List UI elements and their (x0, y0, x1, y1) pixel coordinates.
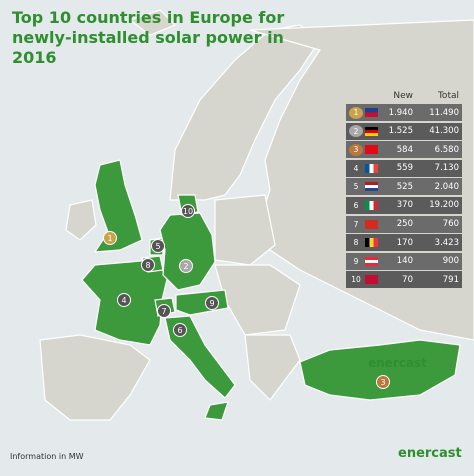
highlighted-countries (81, 159, 461, 421)
rank-badge: 7 (353, 219, 359, 229)
marker-label: 8 (145, 261, 150, 270)
map-marker: 9 (205, 296, 219, 310)
map-marker: 5 (151, 239, 165, 253)
flag-icon (365, 238, 378, 248)
marker-dot (173, 323, 187, 337)
marker-dot (141, 258, 155, 272)
total-value: 11.490 (429, 107, 459, 118)
col-total: Total (437, 91, 459, 101)
total-value: 19.200 (429, 200, 459, 211)
map-marker: 10 (181, 204, 195, 218)
new-value: 170 (396, 237, 413, 248)
table-row: 8 170 3.423 (346, 234, 462, 252)
table-header: New Total (346, 88, 462, 104)
rank-badge: 6 (353, 200, 359, 210)
table-row: 4 559 7.130 (346, 159, 462, 177)
map-marker: 6 (173, 323, 187, 337)
col-new: New (393, 91, 413, 101)
flag-icon (365, 200, 378, 210)
total-value: 3.423 (434, 237, 459, 248)
new-value: 525 (396, 181, 413, 192)
table-row: 5 525 2.040 (346, 178, 462, 196)
title: Top 10 countries in Europe for newly-ins… (12, 8, 285, 67)
marker-dot (205, 296, 219, 310)
table-row: 10 70 791 (346, 271, 462, 289)
marker-label: 3 (380, 378, 385, 387)
rank-badge: 4 (353, 163, 359, 173)
footnote: Information in MW (10, 452, 84, 461)
new-value: 140 (396, 256, 413, 267)
map-marker: 3 (376, 375, 390, 389)
ranking-table: New Total 1 1.940 11.490 2 1.525 41.300 3 584 6.… (346, 88, 462, 290)
flag-icon (365, 275, 378, 285)
marker-label: 9 (209, 299, 214, 308)
total-value: 41.300 (429, 126, 459, 137)
map-marker: 2 (179, 259, 193, 273)
table-row: 6 370 19.200 (346, 196, 462, 214)
new-value: 559 (396, 163, 413, 174)
table-row: 1 1.940 11.490 (346, 104, 462, 121)
new-value: 1.525 (388, 126, 413, 137)
flag-icon (365, 163, 378, 173)
table-row: 9 140 900 (346, 252, 462, 270)
rank-badge: 10 (351, 275, 361, 285)
brand: enercast (368, 356, 427, 370)
total-value: 2.040 (434, 181, 459, 192)
flag-icon (365, 145, 378, 155)
marker-label: 6 (177, 326, 182, 335)
rank-badge: 8 (353, 238, 359, 248)
map-marker: 7 (157, 304, 171, 318)
marker-dot (151, 239, 165, 253)
total-value: 900 (442, 256, 459, 267)
table-row: 7 250 760 (346, 215, 462, 233)
table-rows: 1 1.940 11.490 2 1.525 41.300 3 584 6.580 4 559 7.1… (346, 104, 462, 289)
marker-dot (376, 375, 390, 389)
marker-label: 7 (161, 307, 166, 316)
map-marker: 4 (117, 293, 131, 307)
new-value: 70 (402, 274, 413, 285)
marker-label: 10 (183, 207, 193, 216)
brand: enercast (398, 446, 462, 461)
new-value: 370 (396, 200, 413, 211)
rank-badge: 2 (349, 125, 363, 138)
rank-badge: 9 (353, 256, 359, 266)
rank-badge: 1 (349, 106, 363, 119)
total-value: 760 (442, 219, 459, 230)
new-value: 584 (396, 144, 413, 155)
flag-icon (365, 256, 378, 266)
marker-label: 4 (121, 296, 126, 305)
rank-badge: 3 (349, 143, 363, 156)
table-row: 2 1.525 41.300 (346, 122, 462, 140)
flag-icon (365, 108, 378, 117)
table-row: 3 584 6.580 (346, 141, 462, 159)
map-marker: 1 (103, 231, 117, 245)
flag-icon (365, 219, 378, 229)
total-value: 791 (442, 274, 459, 285)
flag-icon (365, 182, 378, 192)
marker-dot (103, 231, 117, 245)
marker-dot (117, 293, 131, 307)
marker-label: 2 (183, 262, 188, 271)
new-value: 250 (396, 219, 413, 230)
map-marker: 8 (141, 258, 155, 272)
marker-dot (179, 259, 193, 273)
total-value: 6.580 (434, 144, 459, 155)
marker-label: 1 (107, 234, 112, 243)
marker-dot (157, 304, 171, 318)
total-value: 7.130 (434, 163, 459, 174)
new-value: 1.940 (388, 107, 413, 118)
marker-label: 5 (155, 242, 160, 251)
rank-badge: 5 (353, 182, 359, 192)
marker-dot (181, 204, 195, 218)
flag-icon (365, 126, 378, 136)
